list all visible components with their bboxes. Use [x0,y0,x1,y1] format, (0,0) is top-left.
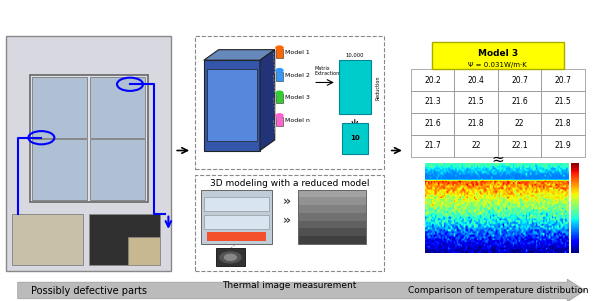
Bar [454,91,498,113]
Bar [207,232,266,241]
Text: Model 1: Model 1 [285,50,310,55]
Circle shape [220,252,241,263]
Text: 21.3: 21.3 [424,98,441,107]
Bar [410,69,454,91]
Bar [299,190,366,244]
Bar [541,91,585,113]
Bar [541,113,585,135]
Bar [195,36,384,169]
Text: 21.8: 21.8 [555,119,571,128]
Bar [410,91,454,113]
Text: 22.1: 22.1 [511,141,528,150]
Polygon shape [260,50,275,150]
Text: Comparison of temperature distribution: Comparison of temperature distribution [407,286,588,295]
Bar [90,139,144,200]
Bar [215,248,245,266]
Bar [6,36,171,271]
Text: 22: 22 [471,141,481,150]
Text: Possibly defective parts: Possibly defective parts [30,286,147,296]
Text: Model n: Model n [285,118,310,123]
Bar [276,94,283,103]
Text: 10,000: 10,000 [345,53,364,57]
Bar [299,197,366,205]
Circle shape [276,91,283,95]
Text: Thermal image measurement: Thermal image measurement [222,281,357,290]
Text: Reduction: Reduction [376,75,381,100]
Bar [299,236,366,244]
Bar [276,72,283,81]
Text: 21.6: 21.6 [424,119,441,128]
Bar [89,214,160,265]
Bar [498,69,541,91]
Bar [339,60,371,114]
Text: 20.7: 20.7 [555,76,572,85]
Text: 21.6: 21.6 [511,98,528,107]
Bar [541,135,585,157]
Text: 20.4: 20.4 [467,76,484,85]
Bar [299,205,366,213]
Text: Model 2: Model 2 [285,73,310,78]
Text: 3D modeling with a reduced model: 3D modeling with a reduced model [210,179,369,188]
Text: 21.5: 21.5 [467,98,484,107]
Text: 21.7: 21.7 [424,141,441,150]
Text: 20.7: 20.7 [511,76,528,85]
Text: 20.2: 20.2 [424,76,441,85]
Bar [299,221,366,228]
Bar [299,228,366,236]
Bar [201,190,272,244]
Text: Matrix
Extraction: Matrix Extraction [314,66,339,76]
Bar [30,75,148,202]
Text: 21.8: 21.8 [467,119,484,128]
Text: 21.5: 21.5 [555,98,572,107]
Bar [207,69,257,141]
Bar [204,60,260,150]
Bar [541,69,585,91]
Bar [195,175,384,271]
Bar [454,113,498,135]
Bar [299,213,366,221]
Bar [33,77,87,138]
Bar [12,214,83,265]
Circle shape [276,69,283,72]
Bar [204,215,269,229]
Bar [299,190,366,197]
Bar [454,69,498,91]
Bar [498,91,541,113]
Text: ≈: ≈ [492,152,504,167]
Text: Model 3: Model 3 [478,49,518,58]
Bar [127,237,160,265]
Text: 21.9: 21.9 [555,141,572,150]
Bar [410,135,454,157]
Polygon shape [204,50,275,60]
Circle shape [225,254,236,260]
Circle shape [276,46,283,50]
Circle shape [276,114,283,117]
Text: Model 3: Model 3 [285,95,310,100]
Bar [276,49,283,58]
Bar [276,117,283,126]
Text: »: » [282,214,291,227]
Bar [432,42,564,69]
Bar [410,113,454,135]
Text: »: » [282,195,291,208]
Bar [33,139,87,200]
Bar [454,135,498,157]
FancyArrow shape [18,279,585,301]
Bar [90,77,144,138]
Text: Ψ = 0.031W/m·K: Ψ = 0.031W/m·K [469,62,527,68]
Bar [342,123,368,154]
Text: 22: 22 [515,119,524,128]
Bar [204,197,269,211]
Bar [498,135,541,157]
Text: 10: 10 [350,135,360,141]
Bar [498,113,541,135]
